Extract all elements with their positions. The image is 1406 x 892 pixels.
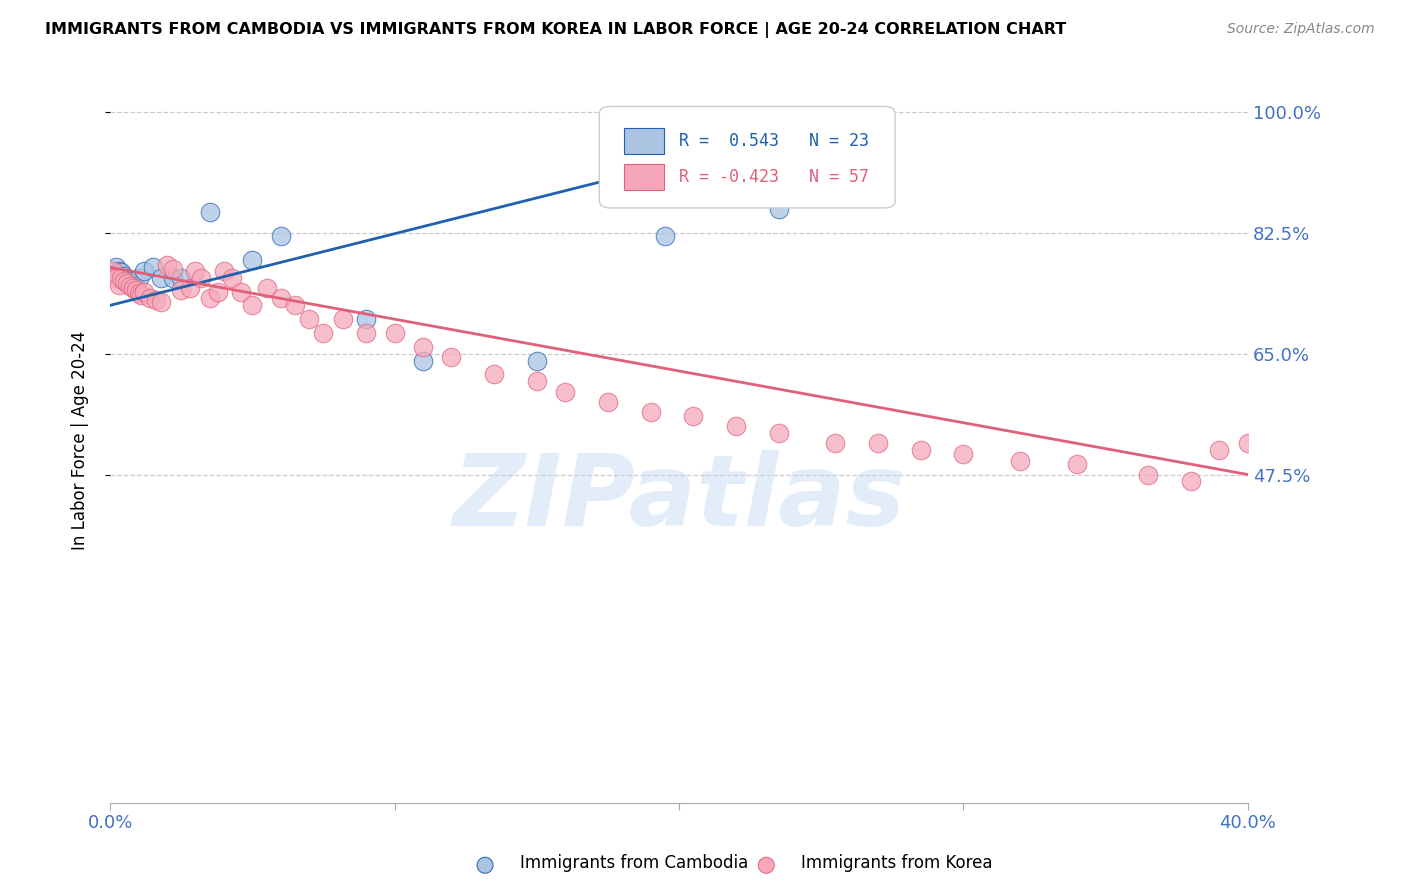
Point: [354, 326, 377, 340]
Point: [1137, 467, 1160, 482]
Point: [112, 274, 135, 288]
Point: [1010, 454, 1032, 468]
Point: [128, 270, 150, 285]
Point: [170, 270, 193, 285]
Point: [596, 395, 619, 409]
Point: [104, 270, 127, 285]
Bar: [624, 128, 664, 153]
Point: [284, 298, 307, 312]
Point: [198, 205, 221, 219]
Text: IMMIGRANTS FROM CAMBODIA VS IMMIGRANTS FROM KOREA IN LABOR FORCE | AGE 20-24 COR: IMMIGRANTS FROM CAMBODIA VS IMMIGRANTS F…: [45, 22, 1066, 38]
Text: R = -0.423   N = 57: R = -0.423 N = 57: [679, 168, 869, 186]
Point: [298, 312, 321, 326]
Point: [910, 443, 932, 458]
Point: [1237, 436, 1260, 450]
Point: [112, 269, 135, 284]
Point: [107, 264, 129, 278]
Point: [150, 294, 173, 309]
Point: [240, 253, 263, 268]
Point: [354, 312, 377, 326]
Point: [170, 283, 193, 297]
Point: [654, 229, 676, 244]
Point: [107, 277, 129, 292]
Point: [118, 279, 141, 293]
Point: [118, 274, 141, 288]
Point: [110, 270, 132, 285]
Point: [682, 409, 704, 423]
Point: [124, 283, 146, 297]
Point: [824, 436, 846, 450]
Point: [142, 260, 165, 275]
Point: [270, 229, 292, 244]
Point: [104, 260, 127, 275]
Bar: [624, 164, 664, 190]
Point: [768, 426, 790, 441]
Point: [110, 265, 132, 279]
Point: [412, 353, 434, 368]
Point: [240, 298, 263, 312]
Point: [1066, 457, 1088, 471]
Point: [134, 264, 156, 278]
Point: [768, 202, 790, 216]
Point: [332, 312, 354, 326]
Point: [101, 264, 124, 278]
Point: [162, 270, 184, 285]
Point: [312, 326, 335, 340]
Text: Source: ZipAtlas.com: Source: ZipAtlas.com: [1227, 22, 1375, 37]
Point: [121, 277, 143, 292]
Point: [384, 326, 406, 340]
Point: [190, 270, 212, 285]
Point: [256, 281, 278, 295]
Point: [207, 285, 229, 299]
Point: [526, 353, 548, 368]
Point: [139, 292, 162, 306]
Point: [115, 277, 138, 291]
Point: [124, 279, 146, 293]
Point: [724, 419, 747, 434]
Y-axis label: In Labor Force | Age 20-24: In Labor Force | Age 20-24: [72, 330, 89, 549]
Point: [229, 285, 252, 299]
Point: [150, 270, 173, 285]
Text: Immigrants from Korea: Immigrants from Korea: [801, 855, 993, 872]
FancyBboxPatch shape: [599, 106, 896, 208]
Point: [1180, 475, 1202, 489]
Point: [482, 368, 505, 382]
Point: [440, 350, 463, 364]
Text: R =  0.543   N = 23: R = 0.543 N = 23: [679, 132, 869, 150]
Point: [221, 270, 243, 285]
Point: [952, 447, 974, 461]
Point: [868, 112, 890, 126]
Point: [134, 285, 156, 299]
Point: [128, 285, 150, 300]
Point: [145, 293, 167, 307]
Point: [212, 264, 235, 278]
Point: [868, 436, 890, 450]
Point: [162, 262, 184, 277]
Text: Immigrants from Cambodia: Immigrants from Cambodia: [520, 855, 748, 872]
Point: [270, 292, 292, 306]
Point: [526, 374, 548, 388]
Point: [1208, 443, 1230, 458]
Point: [640, 405, 662, 419]
Text: ZIPatlas: ZIPatlas: [453, 450, 905, 547]
Point: [131, 288, 153, 302]
Point: [198, 292, 221, 306]
Point: [412, 340, 434, 354]
Point: [121, 281, 143, 295]
Point: [184, 264, 207, 278]
Point: [156, 258, 179, 272]
Point: [115, 272, 138, 286]
Point: [179, 281, 201, 295]
Point: [554, 384, 576, 399]
